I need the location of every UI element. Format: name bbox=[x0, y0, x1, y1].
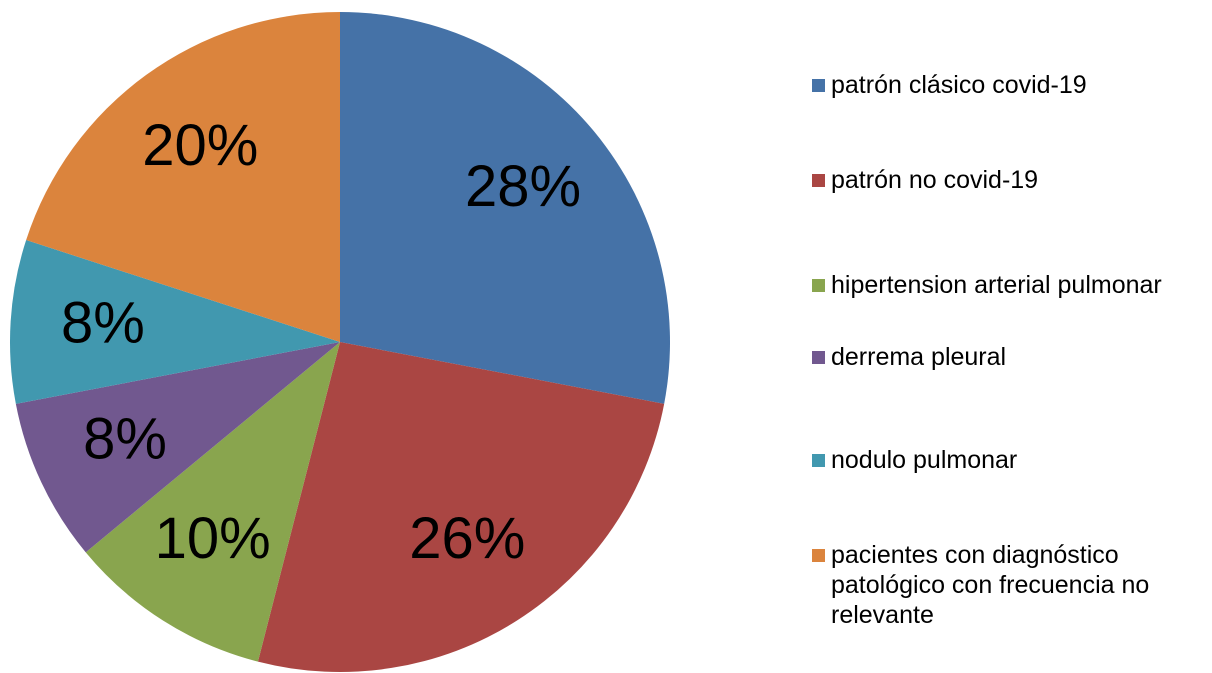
legend-item: hipertension arterial pulmonar bbox=[812, 270, 1162, 300]
data-label: 10% bbox=[155, 506, 271, 571]
pie-slice bbox=[15, 342, 340, 553]
legend-swatch bbox=[812, 454, 825, 467]
legend-item: derrema pleural bbox=[812, 342, 1006, 372]
legend-label: pacientes con diagnóstico patológico con… bbox=[831, 541, 1150, 629]
pie-slice bbox=[340, 12, 670, 404]
legend-item: pacientes con diagnóstico patológico con… bbox=[812, 540, 1207, 630]
pie-slice bbox=[9, 240, 340, 404]
legend-label: hipertension arterial pulmonar bbox=[831, 271, 1162, 299]
legend-swatch bbox=[812, 549, 825, 562]
legend-item: patrón clásico covid-19 bbox=[812, 70, 1087, 100]
legend-swatch bbox=[812, 351, 825, 364]
legend-label: nodulo pulmonar bbox=[831, 446, 1018, 474]
legend-swatch bbox=[812, 174, 825, 187]
data-label: 26% bbox=[409, 506, 525, 571]
legend-label: derrema pleural bbox=[831, 343, 1007, 371]
data-label: 8% bbox=[83, 406, 167, 471]
legend-label: patrón clásico covid-19 bbox=[831, 71, 1087, 99]
legend-swatch bbox=[812, 279, 825, 292]
legend-item: nodulo pulmonar bbox=[812, 445, 1017, 475]
pie-slice bbox=[257, 342, 665, 672]
data-label: 28% bbox=[465, 154, 581, 219]
chart: 28% 26% 10% 8% 8% 20% bbox=[9, 12, 670, 672]
pie-slice bbox=[26, 12, 341, 342]
legend-label: patrón no covid-19 bbox=[831, 166, 1039, 194]
pie-slice bbox=[85, 342, 341, 662]
legend-item: patrón no covid-19 bbox=[812, 165, 1038, 195]
legend-swatch bbox=[812, 79, 825, 92]
data-label: 8% bbox=[61, 290, 145, 355]
data-label: 20% bbox=[142, 113, 258, 178]
